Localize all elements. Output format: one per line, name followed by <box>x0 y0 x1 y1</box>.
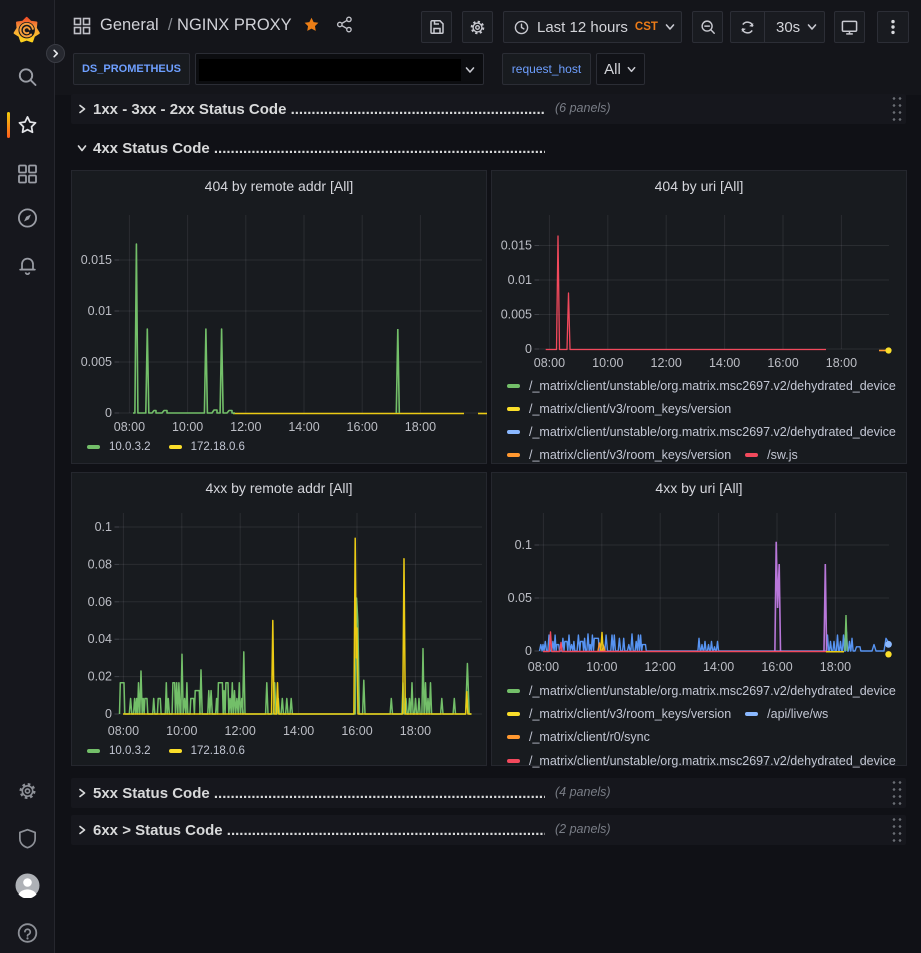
svg-text:16:00: 16:00 <box>767 356 798 370</box>
svg-text:16:00: 16:00 <box>761 660 792 674</box>
svg-text:10:00: 10:00 <box>172 420 203 434</box>
svg-text:0.005: 0.005 <box>81 355 112 369</box>
svg-text:0: 0 <box>525 342 532 356</box>
svg-text:0.01: 0.01 <box>88 304 112 318</box>
svg-text:18:00: 18:00 <box>400 724 431 738</box>
svg-text:14:00: 14:00 <box>283 724 314 738</box>
svg-text:14:00: 14:00 <box>703 660 734 674</box>
svg-text:0.1: 0.1 <box>95 520 112 534</box>
svg-text:08:00: 08:00 <box>534 356 565 370</box>
svg-text:18:00: 18:00 <box>820 660 851 674</box>
svg-text:12:00: 12:00 <box>225 724 256 738</box>
svg-text:08:00: 08:00 <box>528 660 559 674</box>
svg-text:0: 0 <box>105 406 112 420</box>
svg-text:0.02: 0.02 <box>88 670 112 684</box>
svg-text:10:00: 10:00 <box>166 724 197 738</box>
svg-text:14:00: 14:00 <box>709 356 740 370</box>
svg-text:0.04: 0.04 <box>88 632 112 646</box>
svg-text:16:00: 16:00 <box>347 420 378 434</box>
svg-text:0.1: 0.1 <box>515 538 532 552</box>
svg-text:12:00: 12:00 <box>645 660 676 674</box>
svg-text:12:00: 12:00 <box>651 356 682 370</box>
svg-text:0: 0 <box>105 707 112 721</box>
svg-text:10:00: 10:00 <box>592 356 623 370</box>
svg-text:0.005: 0.005 <box>501 308 532 322</box>
svg-text:0.06: 0.06 <box>88 595 112 609</box>
svg-text:12:00: 12:00 <box>230 420 261 434</box>
svg-text:14:00: 14:00 <box>288 420 319 434</box>
svg-text:0: 0 <box>525 644 532 658</box>
svg-text:0.01: 0.01 <box>508 273 532 287</box>
svg-text:0.015: 0.015 <box>501 239 532 253</box>
svg-text:0.05: 0.05 <box>508 591 532 605</box>
svg-text:0.08: 0.08 <box>88 557 112 571</box>
svg-text:08:00: 08:00 <box>108 724 139 738</box>
svg-text:08:00: 08:00 <box>114 420 145 434</box>
svg-text:0.015: 0.015 <box>81 253 112 267</box>
svg-text:10:00: 10:00 <box>586 660 617 674</box>
svg-text:18:00: 18:00 <box>405 420 436 434</box>
svg-text:18:00: 18:00 <box>826 356 857 370</box>
svg-text:16:00: 16:00 <box>341 724 372 738</box>
